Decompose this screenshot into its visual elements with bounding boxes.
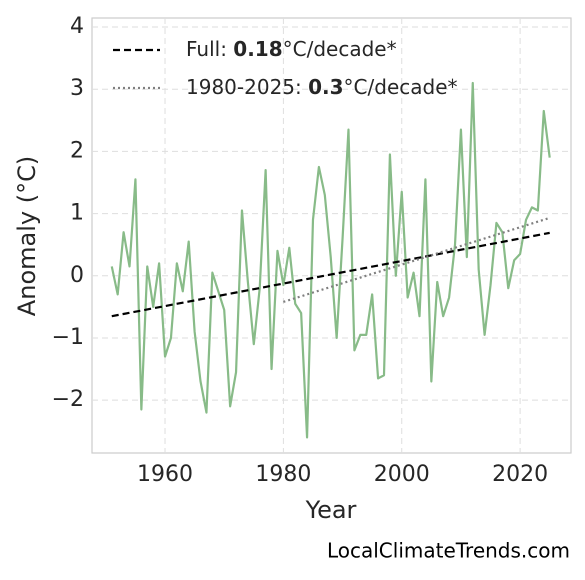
x-tick-label: 2020	[492, 462, 548, 487]
y-tick-label: 4	[70, 14, 84, 39]
y-tick-label: 1	[70, 201, 84, 226]
legend-unit: °C/decade*	[283, 37, 397, 61]
legend-label: 1980-2025: 0.3°C/decade*	[186, 75, 458, 99]
legend-rate: 0.3	[308, 75, 343, 99]
x-tick-label: 2000	[374, 462, 430, 487]
data-line	[110, 81, 551, 439]
y-tick-label: 0	[70, 263, 84, 288]
y-tick-label: 2	[70, 138, 84, 163]
legend-label: Full: 0.18°C/decade*	[186, 37, 397, 61]
legend-text: 1980-2025:	[186, 75, 308, 99]
legend-rate: 0.18	[233, 37, 282, 61]
y-tick-label: −1	[52, 325, 84, 350]
watermark: LocalClimateTrends.com	[327, 539, 570, 563]
plot-frame	[91, 17, 572, 454]
x-tick-label: 1980	[255, 462, 311, 487]
y-tick-label: 3	[70, 76, 84, 101]
y-tick-label: −2	[52, 387, 84, 412]
legend-unit: °C/decade*	[344, 75, 458, 99]
legend-text: Full:	[186, 37, 233, 61]
trend-line	[111, 231, 550, 318]
y-axis-label: Anomaly (°C)	[13, 156, 41, 316]
trend-line	[283, 216, 551, 303]
x-tick-label: 1960	[137, 462, 193, 487]
x-axis-label: Year	[305, 496, 357, 524]
